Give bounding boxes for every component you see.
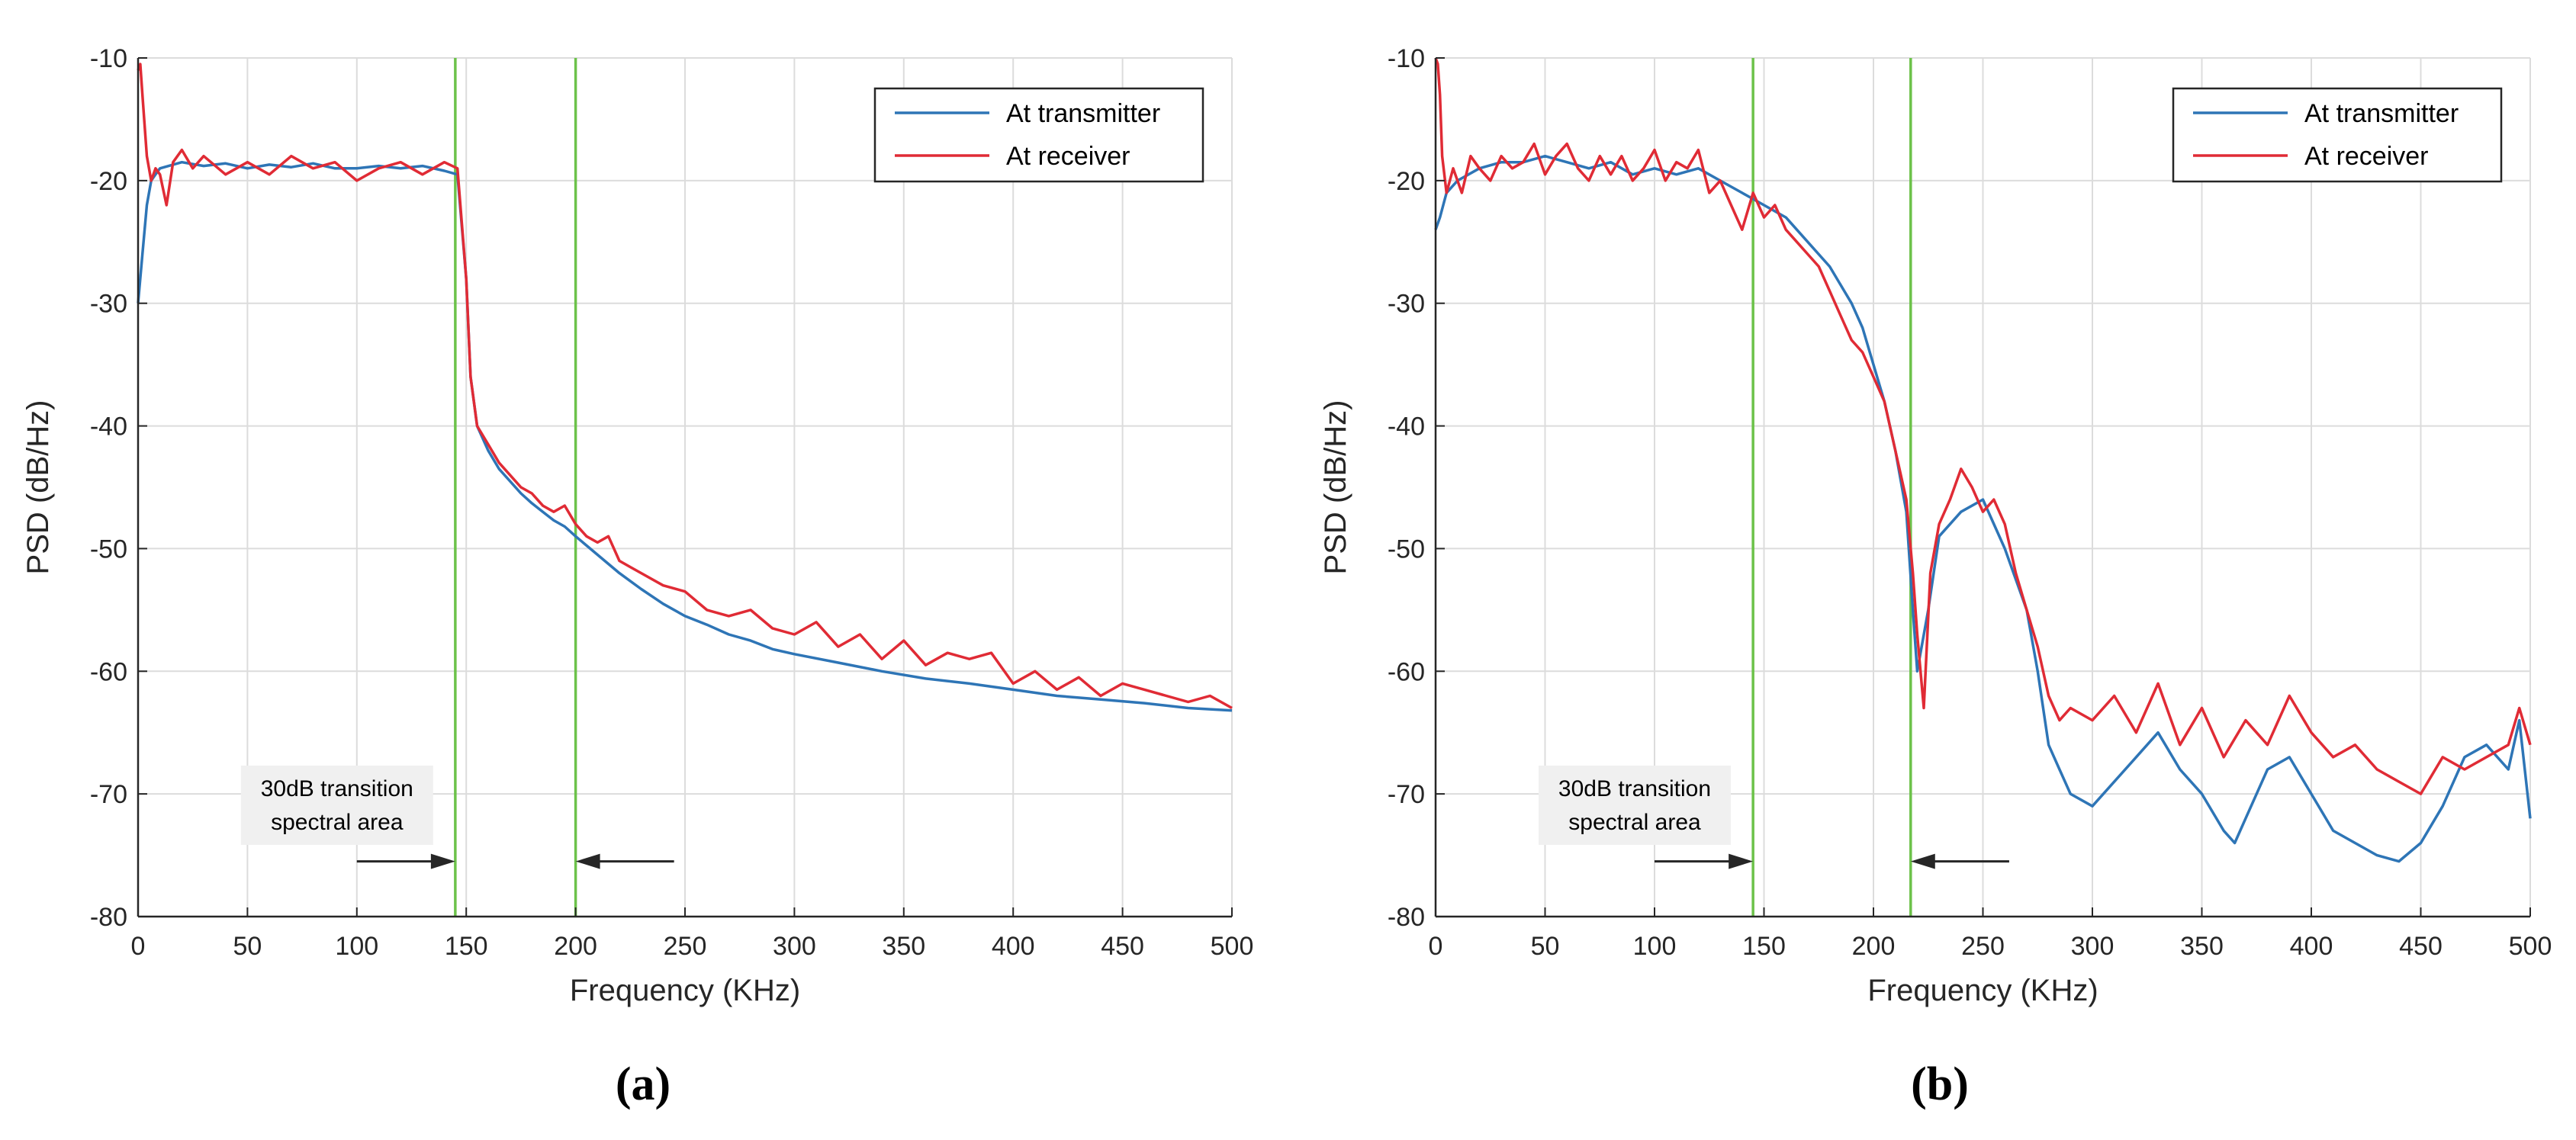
- x-tick-label: 150: [1742, 932, 1786, 961]
- caption-b: (b): [1911, 1058, 1969, 1110]
- chart-panel-a: 0 50 100 150 200 250 300 350 400 450 500 -10 -20 -30…: [21, 44, 1253, 1110]
- y-tick-label: -70: [90, 780, 127, 809]
- axes-a: [137, 57, 1233, 918]
- series-line-receiver: [137, 63, 1233, 710]
- annotation-line-1-b: 30dB transition: [1558, 776, 1711, 801]
- annotation-line-1-a: 30dB transition: [261, 776, 413, 801]
- x-tick-label: 200: [554, 932, 597, 961]
- x-tick-label: 500: [1211, 932, 1254, 961]
- annotation-box-b: [1539, 766, 1731, 845]
- y-tick-label: -10: [1388, 44, 1425, 73]
- y-tick-label: -70: [1388, 780, 1425, 809]
- x-axis-label-b: Frequency (KHz): [1867, 974, 2098, 1007]
- annotation-b: 30dB transition spectral area: [1539, 766, 2009, 869]
- y-tick-label: -60: [1388, 657, 1425, 686]
- y-tick-label: -80: [1388, 903, 1425, 932]
- x-tick-label: 400: [2290, 932, 2333, 961]
- x-tick-label: 450: [2399, 932, 2443, 961]
- annotation-a: 30dB transition spectral area: [240, 766, 674, 869]
- x-tick-labels-a: 0 50 100 150 200 250 300 350 400 450 500: [131, 932, 1254, 961]
- y-tick-labels-b: -10 -20 -30 -40 -50 -60 -70 -80: [1388, 44, 1425, 932]
- annotation-arrows-a: [356, 853, 674, 869]
- x-tick-label: 150: [445, 932, 488, 961]
- series-line-transmitter: [137, 160, 1233, 712]
- y-tick-label: -30: [1388, 290, 1425, 319]
- y-tick-label: -50: [1388, 535, 1425, 564]
- x-tick-label: 100: [335, 932, 378, 961]
- y-tick-labels-a: -10 -20 -30 -40 -50 -60 -70 -80: [90, 44, 127, 932]
- arrow-right-head: [1729, 853, 1754, 869]
- x-tick-label: 0: [131, 932, 146, 961]
- y-tick-label: -40: [1388, 413, 1425, 442]
- y-tick-label: -30: [90, 290, 127, 319]
- x-tick-label: 350: [2180, 932, 2224, 961]
- series-line-receiver: [1434, 57, 2532, 795]
- series-line-transmitter: [1434, 154, 2532, 863]
- arrow-left-head: [575, 853, 600, 869]
- x-axis-label-a: Frequency (KHz): [570, 974, 800, 1007]
- x-tick-label: 400: [992, 932, 1035, 961]
- x-tick-label: 0: [1429, 932, 1443, 961]
- annotation-line-2-a: spectral area: [271, 810, 404, 835]
- series-group-a: [137, 63, 1233, 712]
- x-tick-label: 250: [664, 932, 707, 961]
- x-tick-label: 350: [882, 932, 925, 961]
- y-axis-label-b: PSD (dB/Hz): [1319, 400, 1352, 575]
- x-tick-label: 250: [1961, 932, 2005, 961]
- transition-markers-b: [1751, 58, 1912, 917]
- legend-box-a: [873, 87, 1204, 183]
- axes-b: [1434, 57, 2531, 918]
- y-tick-label: -60: [90, 657, 127, 686]
- x-tick-label: 100: [1633, 932, 1677, 961]
- annotation-arrows-b: [1655, 853, 2009, 869]
- arrow-right-head: [430, 853, 455, 869]
- annotation-box-a: [240, 766, 433, 845]
- y-tick-label: -20: [1388, 167, 1425, 196]
- x-tick-label: 300: [2071, 932, 2115, 961]
- y-tick-label: -10: [90, 44, 127, 73]
- legend-b: At transmitter At receiver: [2172, 87, 2503, 183]
- legend-label-transmitter-b: At transmitter: [2304, 99, 2459, 128]
- y-tick-label: -50: [90, 535, 127, 564]
- caption-a: (a): [616, 1058, 671, 1110]
- annotation-line-2-b: spectral area: [1568, 810, 1701, 835]
- legend-label-receiver-b: At receiver: [2304, 142, 2429, 171]
- x-tick-label: 50: [1531, 932, 1560, 961]
- x-tick-label: 200: [1852, 932, 1896, 961]
- transition-markers-a: [454, 58, 577, 917]
- y-axis-label-a: PSD (dB/Hz): [21, 400, 55, 575]
- x-tick-label: 300: [773, 932, 816, 961]
- x-tick-label: 50: [233, 932, 262, 961]
- x-tick-label: 500: [2509, 932, 2552, 961]
- legend-label-receiver-a: At receiver: [1006, 142, 1130, 171]
- y-tick-label: -20: [90, 167, 127, 196]
- arrow-left-head: [1910, 853, 1935, 869]
- y-tick-label: -80: [90, 903, 127, 932]
- legend-a: At transmitter At receiver: [873, 87, 1204, 183]
- series-group-b: [1434, 57, 2532, 863]
- y-tick-label: -40: [90, 413, 127, 442]
- legend-box-b: [2172, 87, 2503, 183]
- x-tick-label: 450: [1101, 932, 1144, 961]
- x-tick-labels-b: 0 50 100 150 200 250 300 350 400 450 500: [1429, 932, 2552, 961]
- legend-label-transmitter-a: At transmitter: [1006, 99, 1160, 128]
- chart-panel-b: 0 50 100 150 200 250 300 350 400 450 500 -10 -20 -30…: [1319, 44, 2552, 1110]
